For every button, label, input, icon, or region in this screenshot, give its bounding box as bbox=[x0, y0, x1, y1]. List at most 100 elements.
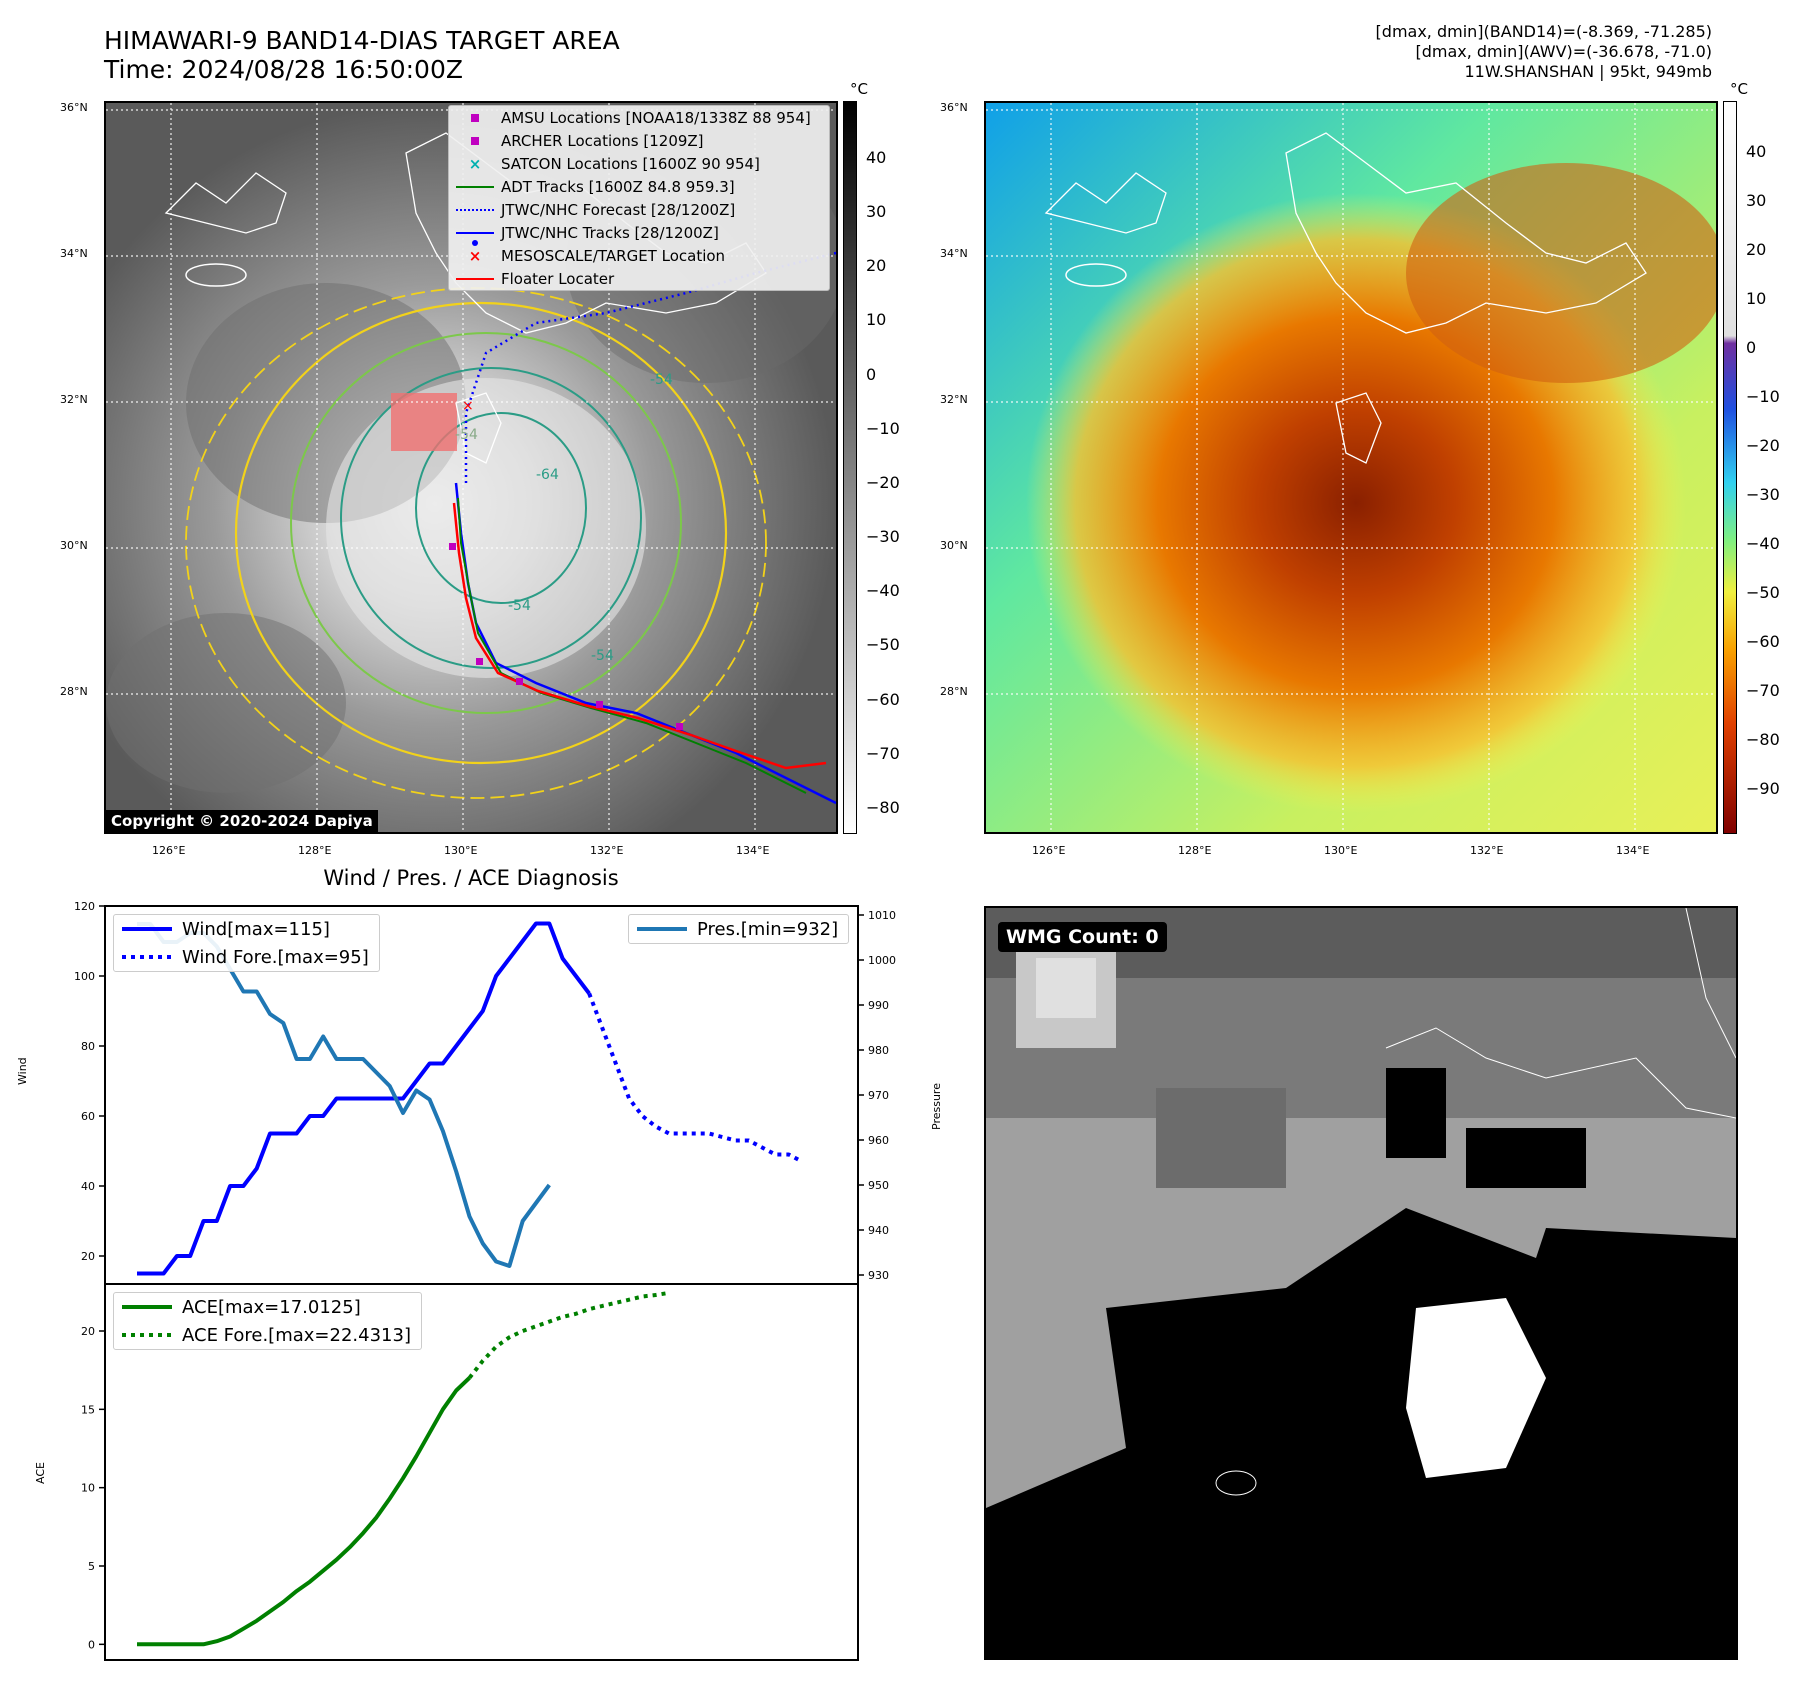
colorbar-right bbox=[1723, 101, 1737, 834]
legend-label: Floater Locater bbox=[501, 269, 615, 288]
ace-tick-label: 15 bbox=[81, 1403, 95, 1416]
lat-tick: 36°N bbox=[940, 101, 968, 114]
colorbar-left-tick: −10 bbox=[866, 419, 900, 438]
lon-tick: 134°E bbox=[1616, 844, 1650, 857]
colorbar-left-tick: −80 bbox=[866, 798, 900, 817]
map-legend: AMSU Locations [NOAA18/1338Z 88 954] ARC… bbox=[448, 105, 830, 291]
colorbar-right-unit: °C bbox=[1730, 80, 1748, 98]
contour-label: -64 bbox=[536, 467, 559, 483]
lat-tick: 28°N bbox=[940, 685, 968, 698]
legend-item-forecast: JTWC/NHC Forecast [28/1200Z] bbox=[449, 198, 829, 221]
ace-tick-label: 20 bbox=[81, 1325, 95, 1338]
figure-title-line2: Time: 2024/08/28 16:50:00Z bbox=[104, 55, 463, 84]
colorbar-left bbox=[843, 101, 857, 834]
colorbar-left-tick: −30 bbox=[866, 527, 900, 546]
wmg-count-badge: WMG Count: 0 bbox=[998, 922, 1167, 952]
cyan-x-icon: × bbox=[468, 154, 482, 173]
colorbar-left-tick: −70 bbox=[866, 744, 900, 763]
legend-item-tracks: JTWC/NHC Tracks [28/1200Z] bbox=[449, 221, 829, 246]
pressure-tick-label: 1010 bbox=[868, 909, 896, 922]
magenta-square-icon bbox=[471, 136, 479, 145]
colorbar-right-tick: 40 bbox=[1746, 142, 1767, 161]
ace-forecast-line bbox=[467, 1290, 670, 1380]
contour-label: -54 bbox=[455, 427, 478, 443]
colorbar-right-tick: −90 bbox=[1746, 779, 1780, 798]
colorbar-right-tick: −30 bbox=[1746, 485, 1780, 504]
legend-item-satcon: × SATCON Locations [1600Z 90 954] bbox=[449, 152, 829, 175]
wind-tick-label: 20 bbox=[81, 1250, 95, 1263]
colorbar-left-tick: 0 bbox=[866, 365, 877, 384]
colorbar-left-tick: 40 bbox=[866, 148, 887, 167]
colorbar-right-tick: 10 bbox=[1746, 289, 1767, 308]
lat-tick: 36°N bbox=[60, 101, 88, 114]
legend-label: AMSU Locations [NOAA18/1338Z 88 954] bbox=[501, 108, 811, 127]
green-line-icon bbox=[122, 1305, 172, 1309]
colorbar-left-tick: −40 bbox=[866, 581, 900, 600]
ace-legend: ACE[max=17.0125] ACE Fore.[max=22.4313] bbox=[113, 1292, 422, 1350]
legend-label: ACE Fore.[max=22.4313] bbox=[182, 1324, 411, 1346]
pressure-tick-label: 930 bbox=[868, 1269, 889, 1282]
legend-label: JTWC/NHC Tracks [28/1200Z] bbox=[501, 223, 719, 242]
blue-dotted-line-icon bbox=[456, 208, 494, 211]
wind-tick-label: 120 bbox=[74, 900, 95, 913]
contour-label: -54 bbox=[508, 598, 531, 614]
legend-item-ace-fore: ACE Fore.[max=22.4313] bbox=[114, 1321, 421, 1349]
pressure-tick-label: 970 bbox=[868, 1089, 889, 1102]
ace-axes bbox=[104, 1283, 859, 1661]
pressure-legend: Pres.[min=932] bbox=[628, 914, 850, 944]
lat-tick: 34°N bbox=[60, 247, 88, 260]
ace-tick-label: 0 bbox=[88, 1638, 95, 1651]
legend-item-pres: Pres.[min=932] bbox=[629, 915, 848, 943]
lat-tick: 30°N bbox=[60, 539, 88, 552]
colorbar-left-tick: 10 bbox=[866, 310, 887, 329]
colorbar-right-tick: −80 bbox=[1746, 730, 1780, 749]
blue-dotted-line-icon bbox=[122, 955, 172, 959]
colorbar-right-tick: −20 bbox=[1746, 436, 1780, 455]
wind-line bbox=[137, 921, 591, 1276]
pressure-tick-label: 950 bbox=[868, 1179, 889, 1192]
wind-legend: Wind[max=115] Wind Fore.[max=95] bbox=[113, 914, 380, 972]
legend-item-mesoscale: × MESOSCALE/TARGET Location bbox=[449, 244, 829, 267]
lon-tick: 128°E bbox=[1178, 844, 1212, 857]
lon-tick: 128°E bbox=[298, 844, 332, 857]
red-line-icon bbox=[456, 277, 494, 280]
colorbar-right-tick: 30 bbox=[1746, 191, 1767, 210]
contour-label: -54 bbox=[650, 372, 673, 388]
legend-label: Wind[max=115] bbox=[182, 918, 330, 940]
legend-label: Pres.[min=932] bbox=[697, 918, 839, 940]
info-band14: [dmax, dmin](BAND14)=(-8.369, -71.285) bbox=[1375, 22, 1712, 41]
legend-label: JTWC/NHC Forecast [28/1200Z] bbox=[501, 200, 736, 219]
wmg-panel: WMG Count: 0 bbox=[984, 906, 1738, 1660]
colorbar-right-tick: −40 bbox=[1746, 534, 1780, 553]
lon-tick: 132°E bbox=[1470, 844, 1504, 857]
legend-label: ADT Tracks [1600Z 84.8 959.3] bbox=[501, 177, 735, 196]
colorbar-right-tick: −50 bbox=[1746, 583, 1780, 602]
timeseries-title: Wind / Pres. / ACE Diagnosis bbox=[323, 866, 619, 890]
green-line-icon bbox=[456, 185, 494, 188]
legend-item-ace: ACE[max=17.0125] bbox=[114, 1293, 421, 1321]
lon-tick: 126°E bbox=[152, 844, 186, 857]
colorbar-right-tick: −70 bbox=[1746, 681, 1780, 700]
green-dotted-line-icon bbox=[122, 1333, 172, 1337]
lat-tick: 32°N bbox=[940, 393, 968, 406]
lat-tick: 30°N bbox=[940, 539, 968, 552]
ace-line bbox=[137, 1376, 471, 1647]
ir-map-panel: × Copyright © 2020-2024 Dapiya AMSU Loca… bbox=[104, 101, 838, 834]
colorbar-right-tick: −10 bbox=[1746, 387, 1780, 406]
legend-label: ACE[max=17.0125] bbox=[182, 1296, 361, 1318]
pressure-axis-label: Pressure bbox=[930, 1083, 943, 1130]
pressure-tick-label: 980 bbox=[868, 1044, 889, 1057]
legend-label: SATCON Locations [1600Z 90 954] bbox=[501, 154, 760, 173]
wind-forecast-line bbox=[587, 992, 803, 1164]
pressure-line bbox=[137, 922, 551, 1268]
lat-tick: 28°N bbox=[60, 685, 88, 698]
legend-item-wind-fore: Wind Fore.[max=95] bbox=[114, 943, 379, 971]
legend-item-floater: Floater Locater bbox=[449, 267, 829, 290]
colorbar-left-tick: 30 bbox=[866, 202, 887, 221]
colorbar-left-tick: −50 bbox=[866, 635, 900, 654]
wind-tick-label: 80 bbox=[81, 1040, 95, 1053]
lon-tick: 130°E bbox=[444, 844, 478, 857]
figure-title-line1: HIMAWARI-9 BAND14-DIAS TARGET AREA bbox=[104, 26, 620, 55]
red-x-icon: × bbox=[468, 246, 482, 265]
awv-map-image bbox=[986, 103, 1716, 832]
